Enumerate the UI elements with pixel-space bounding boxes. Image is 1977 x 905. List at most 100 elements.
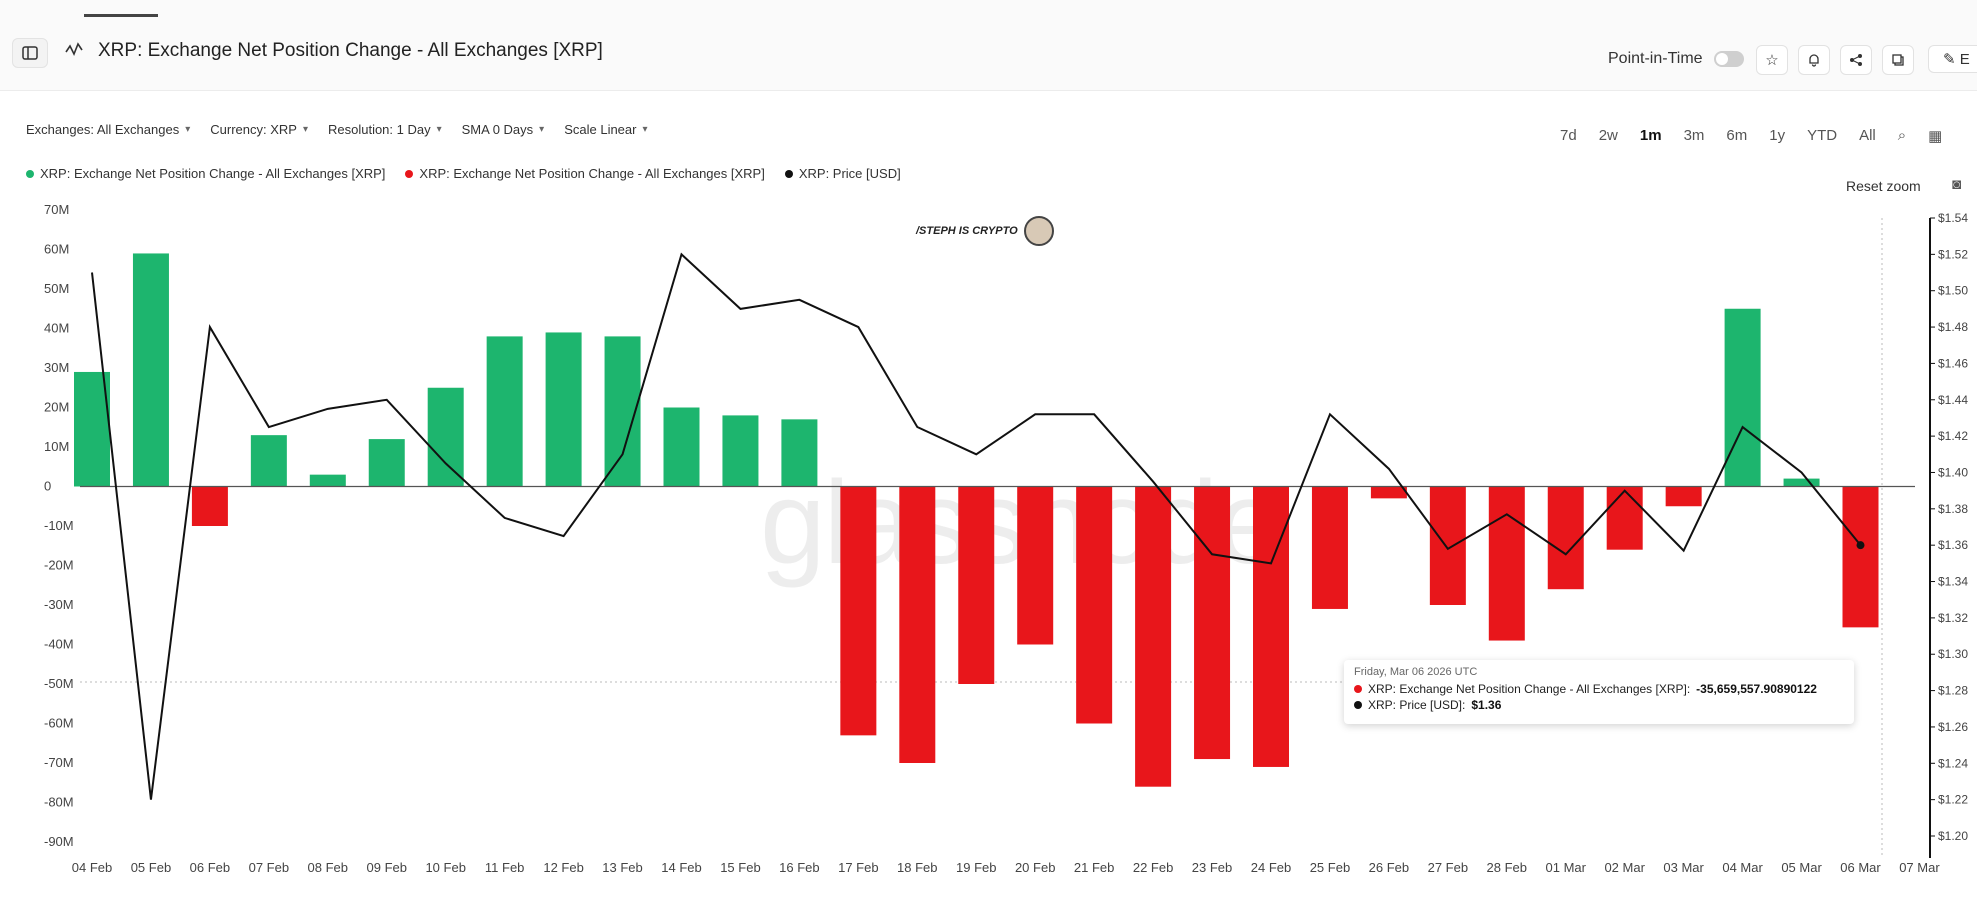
x-tick-label: 05 Feb xyxy=(131,860,171,875)
inflow-bar[interactable] xyxy=(722,415,759,487)
x-tick-label: 15 Feb xyxy=(720,860,760,875)
zoom-icon[interactable]: ⌕ xyxy=(1897,127,1907,144)
y-right-tick-label: $1.26 xyxy=(1938,720,1968,734)
outflow-bar[interactable] xyxy=(1135,486,1172,787)
scale-filter[interactable]: Scale Linear ▾ xyxy=(564,122,647,137)
range-2w[interactable]: 2w xyxy=(1598,127,1618,144)
inflow-bar[interactable] xyxy=(663,407,700,487)
x-tick-label: 03 Mar xyxy=(1663,860,1704,875)
copy-button[interactable] xyxy=(1882,45,1914,75)
y-tick-label: -90M xyxy=(44,834,74,849)
x-tick-label: 27 Feb xyxy=(1428,860,1468,875)
y-right-tick-label: $1.22 xyxy=(1938,793,1968,807)
chevron-down-icon: ▾ xyxy=(185,124,191,135)
camera-icon[interactable]: ◙ xyxy=(1952,176,1962,193)
point-in-time-toggle[interactable] xyxy=(1714,51,1744,67)
legend-dot xyxy=(26,169,34,178)
x-tick-label: 04 Feb xyxy=(72,860,112,875)
range-1y[interactable]: 1y xyxy=(1769,127,1786,144)
sidebar-toggle-button[interactable] xyxy=(12,38,48,68)
legend-item-price[interactable]: XRP: Price [USD] xyxy=(784,166,901,181)
filter-label: Currency: XRP xyxy=(210,122,297,137)
y-right-tick-label: $1.24 xyxy=(1938,756,1968,770)
outflow-bar[interactable] xyxy=(1488,486,1525,641)
alert-button[interactable] xyxy=(1798,45,1830,75)
x-tick-label: 17 Feb xyxy=(838,860,878,875)
favorite-button[interactable]: ☆ xyxy=(1756,45,1788,75)
left-axis: 70M 60M 50M 40M 30M 20M 10M 0 -10M -20M -30M -40M -5… xyxy=(44,202,74,849)
inflow-bar[interactable] xyxy=(1724,308,1761,487)
inflow-bar[interactable] xyxy=(427,387,464,487)
outflow-bar[interactable] xyxy=(1665,486,1702,507)
share-button[interactable] xyxy=(1840,45,1872,75)
inflow-bar[interactable] xyxy=(74,371,110,487)
sidebar-panel-icon xyxy=(22,46,38,60)
edit-button[interactable]: ✎ E xyxy=(1928,45,1977,73)
x-tick-label: 26 Feb xyxy=(1369,860,1409,875)
legend-dot xyxy=(784,169,793,178)
inflow-bar[interactable] xyxy=(368,439,405,487)
currency-filter[interactable]: Currency: XRP ▾ xyxy=(210,122,308,137)
y-right-tick-label: $1.54 xyxy=(1938,211,1968,225)
outflow-bar[interactable] xyxy=(1194,486,1231,760)
outflow-bar[interactable] xyxy=(1253,486,1289,767)
y-tick-label: 60M xyxy=(44,242,69,257)
legend-item-inflow[interactable]: XRP: Exchange Net Position Change - All … xyxy=(26,166,385,181)
x-tick-label: 18 Feb xyxy=(897,860,937,875)
y-tick-label: -40M xyxy=(44,637,74,652)
y-right-tick-label: $1.42 xyxy=(1938,429,1968,443)
outflow-bar[interactable] xyxy=(1606,486,1643,550)
outflow-bar[interactable] xyxy=(191,486,228,527)
active-tab-indicator xyxy=(84,14,158,17)
range-3m[interactable]: 3m xyxy=(1683,127,1705,144)
outflow-bar[interactable] xyxy=(1017,486,1054,645)
calendar-icon[interactable]: ▦ xyxy=(1928,128,1943,145)
outflow-bar[interactable] xyxy=(1547,486,1584,590)
pencil-icon: ✎ xyxy=(1943,51,1960,68)
y-right-tick-label: $1.20 xyxy=(1938,829,1968,843)
y-right-tick-label: $1.30 xyxy=(1938,647,1968,661)
tooltip-row: XRP: Price [USD]: $1.36 xyxy=(1354,698,1844,712)
range-6m[interactable]: 6m xyxy=(1726,127,1748,144)
x-tick-label: 23 Feb xyxy=(1192,860,1232,875)
outflow-bar[interactable] xyxy=(840,486,877,736)
y-tick-label: 10M xyxy=(44,439,69,454)
range-7d[interactable]: 7d xyxy=(1560,127,1577,144)
x-tick-label: 10 Feb xyxy=(425,860,465,875)
y-tick-label: -70M xyxy=(44,755,74,770)
resolution-filter[interactable]: Resolution: 1 Day ▾ xyxy=(328,122,442,137)
range-1m[interactable]: 1m xyxy=(1639,127,1662,144)
outflow-bar[interactable] xyxy=(1370,486,1407,499)
chevron-down-icon: ▾ xyxy=(302,124,308,135)
inflow-bar[interactable] xyxy=(1783,478,1820,487)
outflow-bar[interactable] xyxy=(1076,486,1113,724)
range-all[interactable]: All xyxy=(1859,127,1876,144)
x-tick-label: 07 Mar xyxy=(1899,860,1940,875)
outflow-bar[interactable] xyxy=(958,486,995,685)
sma-filter[interactable]: SMA 0 Days ▾ xyxy=(462,122,545,137)
x-tick-label: 05 Mar xyxy=(1781,860,1822,875)
y-tick-label: -60M xyxy=(44,716,74,731)
outflow-bar[interactable] xyxy=(899,486,936,764)
range-ytd[interactable]: YTD xyxy=(1807,127,1838,144)
inflow-bar[interactable] xyxy=(486,336,523,487)
x-tick-label: 08 Feb xyxy=(308,860,348,875)
top-toolbar: XRP: Exchange Net Position Change - All … xyxy=(0,0,1977,91)
inflow-bar[interactable] xyxy=(250,435,287,487)
x-axis: 04 Feb 05 Feb 06 Feb 07 Feb 08 Feb 09 Feb 10 F… xyxy=(72,860,1941,875)
x-tick-label: 25 Feb xyxy=(1310,860,1350,875)
copy-icon xyxy=(1892,54,1904,66)
outflow-bar[interactable] xyxy=(1429,486,1466,606)
inflow-bar[interactable] xyxy=(309,474,346,487)
y-right-tick-label: $1.44 xyxy=(1938,393,1968,407)
exchanges-filter[interactable]: Exchanges: All Exchanges ▾ xyxy=(26,122,190,137)
reset-zoom-button[interactable]: Reset zoom xyxy=(1846,178,1921,194)
inflow-bar[interactable] xyxy=(545,332,582,487)
inflow-bar[interactable] xyxy=(781,419,818,487)
y-tick-label: 0 xyxy=(44,479,51,494)
outflow-bar[interactable] xyxy=(1842,486,1879,628)
y-right-tick-label: $1.34 xyxy=(1938,575,1968,589)
inflow-bar[interactable] xyxy=(132,253,169,487)
outflow-bar[interactable] xyxy=(1311,486,1348,609)
legend-item-outflow[interactable]: XRP: Exchange Net Position Change - All … xyxy=(405,166,765,181)
